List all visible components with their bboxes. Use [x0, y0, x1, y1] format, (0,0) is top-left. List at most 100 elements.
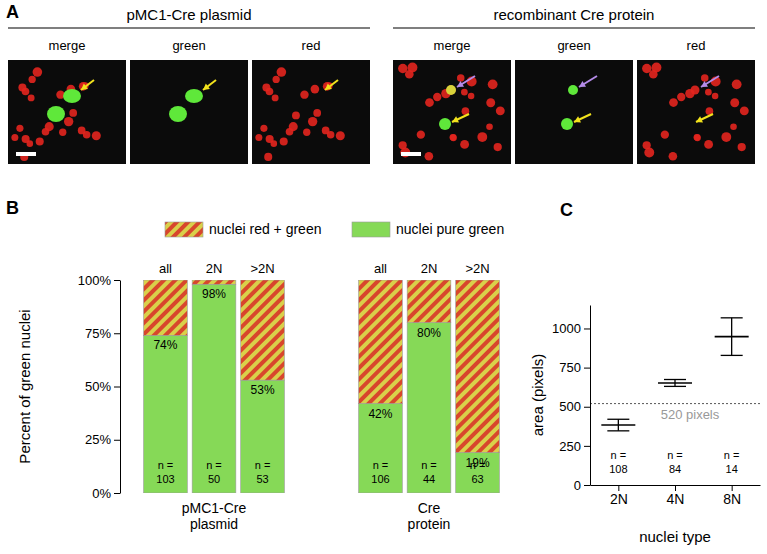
legend-label: nuclei pure green — [396, 221, 504, 237]
tick: 500 — [559, 399, 590, 414]
tick-label: 8N — [723, 491, 741, 507]
red-nucleus — [92, 131, 101, 140]
n-value: 14 — [726, 463, 738, 475]
red-nucleus — [738, 143, 746, 151]
figure: ApMC1-Cre plasmidmergegreenredrecombinan… — [0, 0, 767, 554]
bars — [144, 280, 500, 493]
red-nucleus — [11, 134, 18, 141]
image-background — [8, 60, 126, 164]
red-nucleus — [649, 70, 658, 79]
arrow-shaft — [81, 80, 94, 90]
n-label: n = — [373, 459, 389, 471]
red-nucleus — [277, 67, 287, 77]
tick: 25% — [85, 432, 120, 447]
tick-label: 100% — [78, 273, 112, 288]
micrograph — [637, 60, 755, 164]
tick-label: 250 — [559, 439, 581, 454]
bar — [241, 280, 285, 380]
tick-label: 2N — [610, 491, 628, 507]
arrow-shaft — [457, 76, 475, 87]
arrow-shaft — [203, 80, 216, 90]
n-value: 44 — [423, 473, 435, 485]
red-nucleus — [468, 93, 475, 100]
red-nucleus — [425, 152, 434, 161]
mean-line — [715, 336, 749, 338]
axis-line — [590, 306, 591, 486]
red-nucleus — [433, 93, 441, 101]
red-nucleus — [694, 134, 701, 141]
category-label: 2N — [206, 261, 223, 276]
arrow-head — [457, 81, 464, 87]
red-nucleus — [292, 111, 300, 119]
channel-label: red — [302, 38, 321, 53]
image-background — [130, 60, 248, 164]
arrow-head — [574, 116, 581, 122]
category-label: all — [159, 261, 172, 276]
red-nucleus — [322, 127, 330, 135]
red-nucleus — [69, 109, 77, 117]
scale-bar — [401, 152, 421, 156]
red-nucleus — [677, 93, 685, 101]
red-nucleus — [399, 141, 407, 149]
red-nucleus — [405, 70, 414, 79]
tick: 1000 — [552, 321, 590, 336]
red-nucleus — [33, 67, 43, 77]
green-nucleus — [439, 118, 451, 130]
bar — [241, 380, 285, 493]
red-nucleus — [36, 137, 44, 145]
arrow-shaft — [579, 76, 597, 87]
tick-mark — [584, 446, 590, 447]
data-label: 42% — [368, 407, 392, 421]
error-cap — [721, 355, 743, 356]
axis-title: area (pixels) — [529, 354, 546, 437]
image-background — [515, 60, 633, 164]
red-nucleus — [488, 79, 498, 89]
group-title: pMC1-Cre plasmid — [126, 6, 251, 23]
red-nucleus — [450, 134, 457, 141]
bar — [456, 453, 500, 493]
tick: 0 — [574, 478, 590, 493]
red-nucleus — [29, 76, 36, 83]
error-cap — [607, 430, 629, 431]
red-nucleus — [273, 76, 280, 83]
group-label: pMC1-Creplasmid — [182, 500, 247, 532]
red-nucleus — [730, 123, 737, 130]
reference-label: 520 pixels — [661, 407, 720, 422]
axis: 0%25%50%75%100% — [78, 273, 121, 501]
scale-bar — [16, 152, 36, 156]
tick-label: 1000 — [552, 321, 581, 336]
group-label: Creprotein — [408, 500, 451, 532]
micrograph — [252, 60, 370, 164]
tick: 4N — [667, 485, 685, 507]
tick-label: 50% — [85, 379, 111, 394]
arrow-head — [701, 81, 708, 87]
red-nucleus — [308, 117, 317, 126]
panel-label: C — [560, 200, 573, 220]
red-nucleus — [272, 94, 279, 101]
n-value: 53 — [256, 473, 268, 485]
red-nucleus — [336, 131, 345, 140]
bar — [192, 284, 236, 493]
red-nucleus — [313, 109, 321, 117]
tick-label: 75% — [85, 326, 111, 341]
red-nucleus — [712, 93, 719, 100]
green-nucleus — [561, 118, 573, 130]
axis: 02505007501000 — [552, 306, 590, 493]
image-background — [637, 60, 755, 164]
tick-mark — [114, 280, 120, 281]
red-nucleus — [289, 122, 298, 131]
arrow-shaft — [325, 80, 338, 90]
arrow-head — [203, 84, 210, 90]
n-value: 63 — [471, 473, 483, 485]
red-nucleus — [64, 117, 73, 126]
red-nucleus — [701, 74, 709, 82]
red-nucleus — [496, 106, 505, 115]
red-nucleus — [721, 132, 731, 142]
arrow-head — [325, 84, 332, 90]
bar — [192, 280, 236, 284]
n-value: 84 — [669, 463, 681, 475]
tick: 100% — [78, 273, 120, 288]
tick-label: 25% — [85, 432, 111, 447]
red-nucleus — [16, 125, 23, 132]
n-label: n = — [724, 449, 740, 461]
